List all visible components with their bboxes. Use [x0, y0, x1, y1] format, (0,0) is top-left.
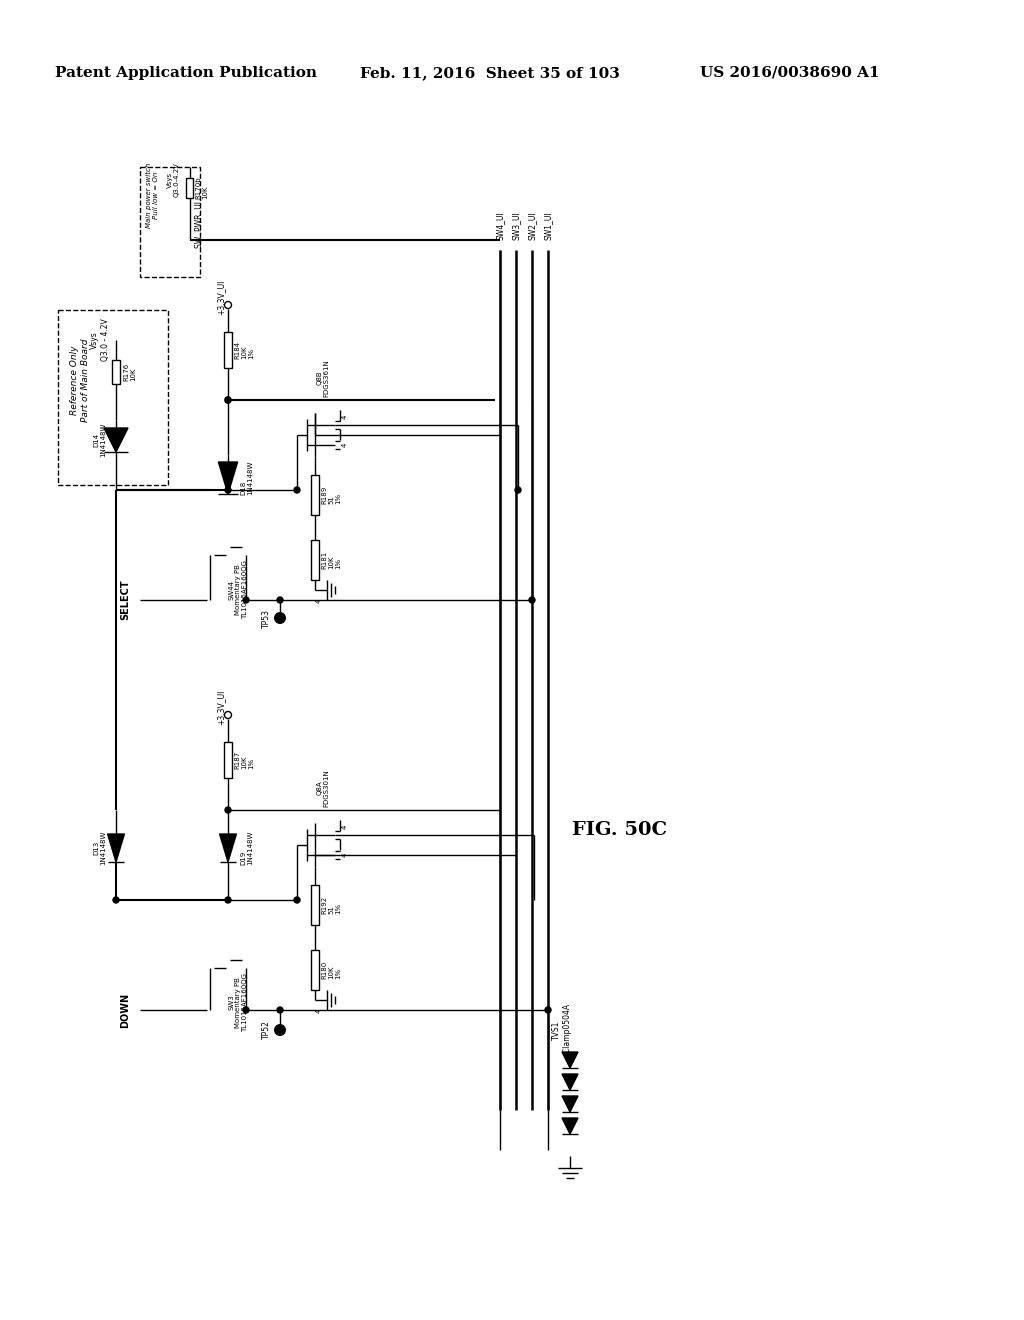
Polygon shape — [562, 1096, 578, 1111]
Text: R180
10K
1%: R180 10K 1% — [321, 961, 341, 979]
Text: 4: 4 — [342, 414, 348, 420]
Text: TP53: TP53 — [262, 609, 271, 627]
Text: R176
10K: R176 10K — [123, 363, 136, 381]
Bar — [224, 742, 232, 777]
Polygon shape — [218, 462, 238, 494]
Circle shape — [278, 597, 283, 603]
Circle shape — [515, 487, 521, 492]
Text: R189
51
1%: R189 51 1% — [321, 486, 341, 504]
Text: 4: 4 — [342, 442, 348, 447]
Text: TVS1
uClamp0504A: TVS1 uClamp0504A — [552, 1003, 571, 1057]
Text: 4: 4 — [342, 853, 348, 857]
Text: Vsys
Q3.0 - 4.2V: Vsys Q3.0 - 4.2V — [90, 318, 110, 362]
Text: Q8A
FDGS301N: Q8A FDGS301N — [316, 770, 330, 807]
Bar — [224, 333, 232, 368]
Text: SW2_UI: SW2_UI — [527, 211, 537, 240]
Text: 4: 4 — [316, 599, 322, 603]
Circle shape — [225, 487, 231, 492]
Text: Feb. 11, 2016  Sheet 35 of 103: Feb. 11, 2016 Sheet 35 of 103 — [360, 66, 620, 81]
Text: DOWN: DOWN — [120, 993, 130, 1027]
Bar — [311, 540, 319, 579]
Text: D18
1N4148W: D18 1N4148W — [240, 461, 253, 495]
Text: Vsys
Q3.0-4.2V: Vsys Q3.0-4.2V — [167, 162, 179, 198]
Circle shape — [225, 397, 231, 403]
Polygon shape — [108, 834, 124, 862]
Text: US 2016/0038690 A1: US 2016/0038690 A1 — [700, 66, 880, 81]
Text: SW1_UI: SW1_UI — [544, 211, 553, 240]
Polygon shape — [104, 428, 128, 451]
Bar — [311, 884, 319, 925]
Text: SW3
Momentary PB
TL1015AF160QG: SW3 Momentary PB TL1015AF160QG — [228, 973, 248, 1032]
Circle shape — [274, 1024, 286, 1036]
Text: FIG. 50C: FIG. 50C — [572, 821, 668, 840]
Circle shape — [225, 807, 231, 813]
Text: D19
1N4148W: D19 1N4148W — [240, 830, 253, 865]
Circle shape — [294, 487, 300, 492]
Text: TP52: TP52 — [262, 1020, 271, 1039]
Text: R181
10K
1%: R181 10K 1% — [321, 550, 341, 569]
Text: R187
10K
1%: R187 10K 1% — [234, 751, 254, 770]
Bar — [311, 475, 319, 515]
Polygon shape — [562, 1118, 578, 1134]
Circle shape — [243, 597, 249, 603]
Polygon shape — [562, 1052, 578, 1068]
Circle shape — [225, 397, 231, 403]
Bar — [140, 168, 200, 277]
Text: SW3_UI: SW3_UI — [512, 211, 520, 240]
Text: D13
1N4148W: D13 1N4148W — [93, 830, 106, 865]
Text: SW44
Momentary PB
TL1015AF160QG: SW44 Momentary PB TL1015AF160QG — [228, 560, 248, 619]
Polygon shape — [562, 1074, 578, 1090]
Circle shape — [225, 898, 231, 903]
Text: D14
1N4148W: D14 1N4148W — [93, 422, 106, 457]
Text: +3.3V_UI: +3.3V_UI — [216, 280, 225, 314]
Text: Main power switch
Pull low = On: Main power switch Pull low = On — [145, 162, 159, 227]
Text: R184
10K
1%: R184 10K 1% — [234, 341, 254, 359]
Circle shape — [113, 898, 119, 903]
Circle shape — [529, 597, 535, 603]
Text: Q8B
FDGS361N: Q8B FDGS361N — [316, 359, 330, 397]
Text: SELECT: SELECT — [120, 579, 130, 620]
Bar — [311, 950, 319, 990]
Text: Patent Application Publication: Patent Application Publication — [55, 66, 317, 81]
Text: +3.3V_UI: +3.3V_UI — [216, 689, 225, 725]
Text: 4: 4 — [342, 825, 348, 829]
Polygon shape — [219, 834, 237, 862]
Circle shape — [545, 1007, 551, 1012]
Text: SW  PWR  UI: SW PWR UI — [196, 202, 205, 248]
Text: 4: 4 — [316, 1008, 322, 1012]
Bar — [112, 360, 120, 384]
Text: R170b
10K: R170b 10K — [195, 177, 208, 199]
Circle shape — [243, 1007, 249, 1012]
Bar — [58, 310, 168, 484]
Circle shape — [278, 1007, 283, 1012]
Text: Reference Only
Part of Main Board: Reference Only Part of Main Board — [71, 338, 90, 422]
Circle shape — [274, 612, 286, 624]
Text: SW4_UI: SW4_UI — [496, 211, 505, 240]
Bar — [186, 178, 193, 198]
Circle shape — [294, 898, 300, 903]
Text: R192
51
1%: R192 51 1% — [321, 896, 341, 913]
